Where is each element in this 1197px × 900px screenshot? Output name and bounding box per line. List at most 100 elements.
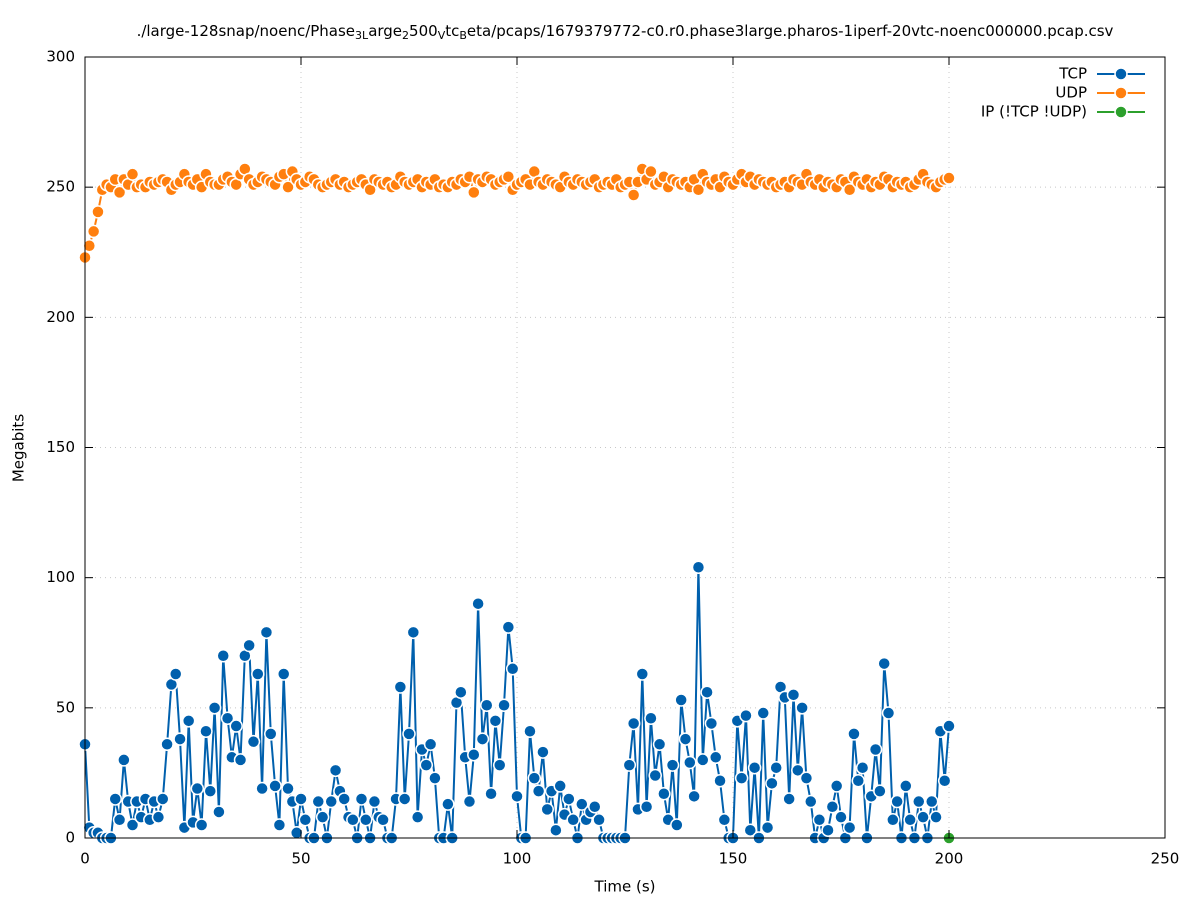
y-tick-label: 150 <box>46 438 75 456</box>
title-subscript: B <box>459 29 467 42</box>
y-axis-label: Megabits <box>10 414 28 482</box>
data-point <box>492 758 507 772</box>
data-point <box>117 753 131 767</box>
chart-title: ./large-128snap/noenc/Phase3Large2500Vtc… <box>137 22 1114 43</box>
data-point <box>549 823 563 837</box>
data-point <box>220 711 235 725</box>
data-point <box>769 760 783 775</box>
data-point <box>337 792 351 806</box>
data-point <box>276 667 291 681</box>
data-point <box>829 779 844 793</box>
data-point <box>480 698 494 712</box>
data-point <box>704 716 719 731</box>
data-point <box>912 794 926 809</box>
legend-marker <box>1114 105 1128 119</box>
data-point <box>873 784 887 798</box>
data-point <box>441 797 455 811</box>
data-point <box>359 813 373 827</box>
data-point <box>289 826 304 840</box>
data-point <box>734 771 749 785</box>
data-point <box>160 737 174 752</box>
data-point <box>592 813 606 827</box>
data-point <box>173 732 187 746</box>
data-point <box>488 714 503 728</box>
data-point <box>626 716 641 731</box>
data-point <box>428 771 442 785</box>
data-point <box>108 792 122 806</box>
data-point <box>765 776 779 791</box>
data-point <box>881 706 896 720</box>
data-point <box>842 183 857 197</box>
data-point <box>510 789 524 804</box>
data-point <box>674 693 688 707</box>
data-point <box>924 794 939 809</box>
title-subscript: 2 <box>402 29 409 42</box>
y-tick-label: 200 <box>46 308 75 326</box>
data-point <box>406 625 421 640</box>
data-point <box>665 758 680 772</box>
data-point <box>700 685 714 699</box>
data-point <box>229 719 243 733</box>
title-subscript: V <box>438 29 446 42</box>
data-point <box>916 810 930 824</box>
data-point <box>825 800 840 814</box>
data-point <box>648 768 662 783</box>
title-text: arge <box>368 22 402 40</box>
data-point <box>462 794 477 809</box>
data-point <box>635 667 650 681</box>
data-point <box>467 185 481 200</box>
data-point <box>467 747 481 762</box>
data-point <box>842 820 857 835</box>
data-point <box>588 800 602 814</box>
data-point <box>264 727 278 741</box>
data-point <box>760 820 775 835</box>
title-text: ./large-128snap/noenc/Phase <box>137 22 355 40</box>
data-point <box>86 224 101 239</box>
data-point <box>937 773 952 788</box>
data-point <box>847 727 861 741</box>
data-point <box>91 205 105 219</box>
data-point <box>791 763 805 778</box>
data-point <box>346 813 360 827</box>
title-subscript: 3L <box>355 29 369 42</box>
data-point <box>942 171 956 185</box>
data-point <box>696 753 710 767</box>
data-point <box>410 810 425 824</box>
data-point <box>708 750 723 765</box>
y-tick-label: 250 <box>46 178 75 196</box>
data-point <box>454 685 468 699</box>
data-point <box>168 667 183 681</box>
x-tick-label: 250 <box>1151 850 1180 868</box>
data-point <box>804 794 818 809</box>
data-point <box>505 662 520 676</box>
data-point <box>255 781 269 796</box>
data-point <box>868 742 883 757</box>
data-point <box>354 792 369 806</box>
x-axis-label: Time (s) <box>594 878 656 896</box>
data-point <box>622 758 637 772</box>
data-point <box>553 779 567 793</box>
legend-marker <box>1114 67 1128 81</box>
data-point <box>747 760 762 775</box>
data-point <box>393 680 408 694</box>
data-point <box>402 727 416 741</box>
data-point <box>190 781 205 796</box>
y-tick-label: 50 <box>56 698 75 716</box>
data-point <box>367 794 382 809</box>
data-point <box>644 164 658 179</box>
data-point <box>484 786 498 801</box>
legend-label: IP (!TCP !UDP) <box>981 103 1087 121</box>
legend-marker <box>1114 86 1128 100</box>
data-point <box>562 792 576 806</box>
data-point <box>125 167 140 181</box>
data-point <box>294 792 308 806</box>
data-point <box>328 763 343 778</box>
data-point <box>855 760 870 775</box>
data-point <box>717 813 732 827</box>
data-point <box>691 560 706 575</box>
data-point <box>315 810 330 824</box>
y-tick-label: 0 <box>65 829 75 847</box>
data-point <box>311 794 326 809</box>
